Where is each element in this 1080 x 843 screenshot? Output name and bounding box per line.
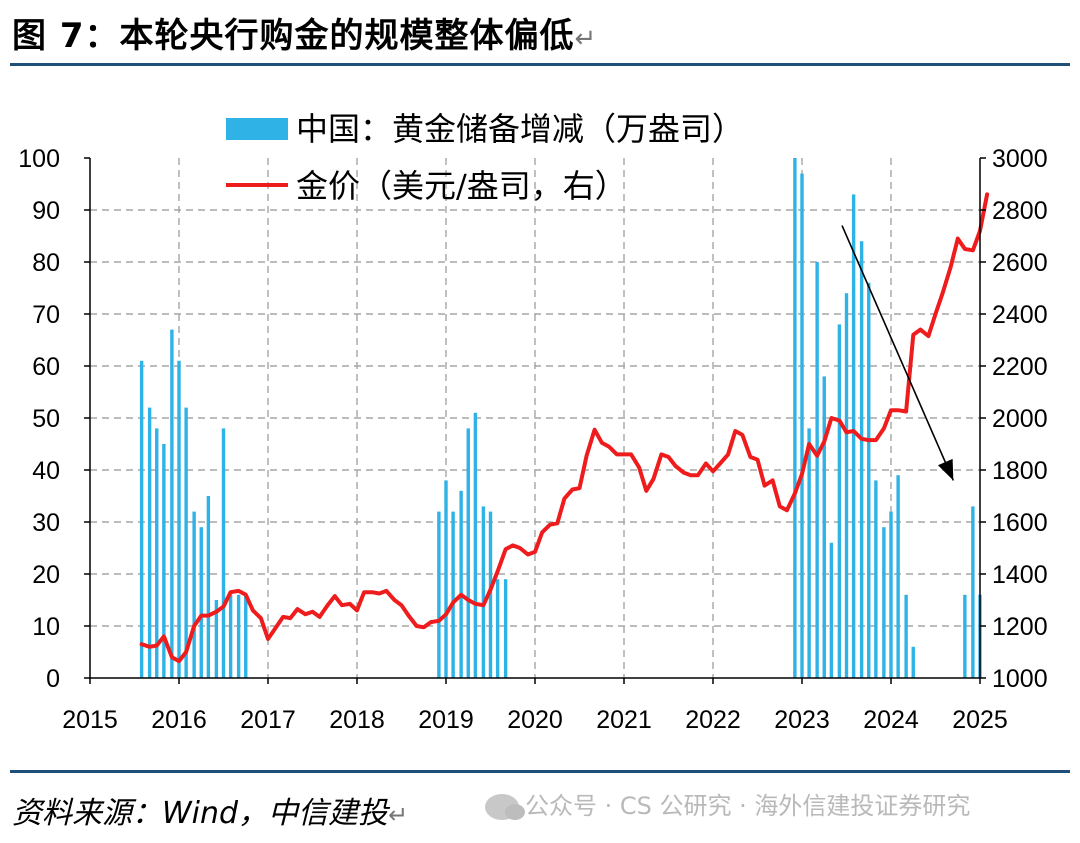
bar xyxy=(904,594,908,678)
watermark-text: 公众号 · CS 公研究 · 海外信建投证券研究 xyxy=(525,792,971,820)
x-tick-label: 2018 xyxy=(329,706,385,734)
bar xyxy=(488,511,493,678)
bar xyxy=(466,428,470,678)
x-tick-label: 2020 xyxy=(507,706,563,734)
y-right-tick-label: 2000 xyxy=(992,405,1048,433)
top-rule xyxy=(10,63,1070,66)
bar xyxy=(844,293,849,678)
bar xyxy=(473,412,478,678)
bar xyxy=(911,646,915,678)
bar xyxy=(971,506,975,678)
bar xyxy=(170,329,174,678)
y-left-tick-label: 80 xyxy=(32,249,60,277)
x-tick-label: 2015 xyxy=(62,706,118,734)
return-mark: ↵ xyxy=(574,24,598,54)
bar xyxy=(503,579,508,678)
bar xyxy=(155,428,159,678)
x-tick-label: 2017 xyxy=(240,706,296,734)
bar xyxy=(437,511,441,678)
bar xyxy=(851,194,856,678)
y-right-tick-label: 2600 xyxy=(992,249,1048,277)
x-tick-label: 2016 xyxy=(151,706,207,734)
y-right-tick-label: 1800 xyxy=(992,457,1048,485)
bottom-rule xyxy=(10,770,1070,773)
bar xyxy=(451,511,455,678)
source-text: 资料来源：Wind，中信建投 xyxy=(12,796,389,831)
bar xyxy=(481,506,486,678)
bar xyxy=(139,360,144,678)
bar xyxy=(867,282,871,678)
bar xyxy=(221,428,226,678)
wechat-icon xyxy=(485,794,525,820)
y-right-tick-label: 1200 xyxy=(992,613,1048,641)
bar xyxy=(206,496,211,678)
watermark: 公众号 · CS 公研究 · 海外信建投证券研究 xyxy=(485,786,970,821)
x-tick-label: 2023 xyxy=(774,706,830,734)
return-mark-footer: ↵ xyxy=(388,801,409,829)
y-left-tick-label: 20 xyxy=(32,561,60,589)
chart: 0 10 20 30 40 50 60 70 80 90 100 1000 1200 1400 1600 18… xyxy=(18,110,1048,734)
bar xyxy=(822,376,826,678)
bar xyxy=(228,594,233,678)
x-tick-label: 2025 xyxy=(952,706,1008,734)
y-left-tick-label: 40 xyxy=(32,457,60,485)
y-right-tick-label: 1000 xyxy=(992,665,1048,693)
x-tick-label: 2022 xyxy=(685,706,741,734)
source-note: 资料来源：Wind，中信建投↵ xyxy=(12,788,408,832)
y-right-tick-label: 1600 xyxy=(992,509,1048,537)
bar xyxy=(859,241,864,678)
bar xyxy=(244,594,248,678)
legend-bar-swatch xyxy=(226,118,288,140)
bar xyxy=(800,173,804,678)
bar xyxy=(815,262,819,678)
y-right-tick-label: 2200 xyxy=(992,353,1048,381)
bar xyxy=(184,407,188,678)
y-right-tick-label: 1400 xyxy=(992,561,1048,589)
bar xyxy=(963,594,967,678)
bar xyxy=(793,158,797,678)
trend-arrow-line xyxy=(841,225,955,481)
bar xyxy=(829,542,834,678)
y-right-tick-label: 2800 xyxy=(992,197,1048,225)
y-left-tick-label: 60 xyxy=(32,353,60,381)
bar xyxy=(837,324,842,678)
gold-price-line xyxy=(139,192,990,664)
bar xyxy=(177,360,181,678)
y-right-tick-label: 2400 xyxy=(992,301,1048,329)
x-tick-label: 2019 xyxy=(418,706,474,734)
bar xyxy=(889,511,893,678)
y-left-tick-label: 90 xyxy=(32,197,60,225)
x-tick-label: 2024 xyxy=(863,706,919,734)
y-left-tick-label: 10 xyxy=(32,613,60,641)
y-left-tick-label: 70 xyxy=(32,301,60,329)
y-right-tick-label: 3000 xyxy=(992,145,1048,173)
bar xyxy=(807,428,811,678)
legend-line-label: 金价（美元/盎司，右） xyxy=(296,167,627,205)
y-left-tick-label: 30 xyxy=(32,509,60,537)
bar xyxy=(236,594,241,678)
bar xyxy=(192,511,196,678)
x-tick-label: 2021 xyxy=(596,706,652,734)
bar xyxy=(882,527,886,678)
page-title: 图 7：本轮央行购金的规模整体偏低↵ xyxy=(12,8,597,57)
bar xyxy=(162,444,166,678)
bar xyxy=(874,480,878,678)
bar xyxy=(444,480,448,678)
bar xyxy=(495,579,500,678)
y-left-tick-label: 50 xyxy=(32,405,60,433)
bar xyxy=(199,527,203,678)
bar xyxy=(214,600,219,678)
y-left-tick-label: 100 xyxy=(18,145,60,173)
bar xyxy=(147,407,152,678)
bar xyxy=(459,490,463,678)
y-left-tick-label: 0 xyxy=(46,665,60,693)
legend-bar-label: 中国：黄金储备增减（万盎司） xyxy=(296,110,744,148)
trend-arrow-head xyxy=(937,458,954,481)
title-text: 图 7：本轮央行购金的规模整体偏低 xyxy=(12,16,575,56)
bar xyxy=(896,475,900,678)
